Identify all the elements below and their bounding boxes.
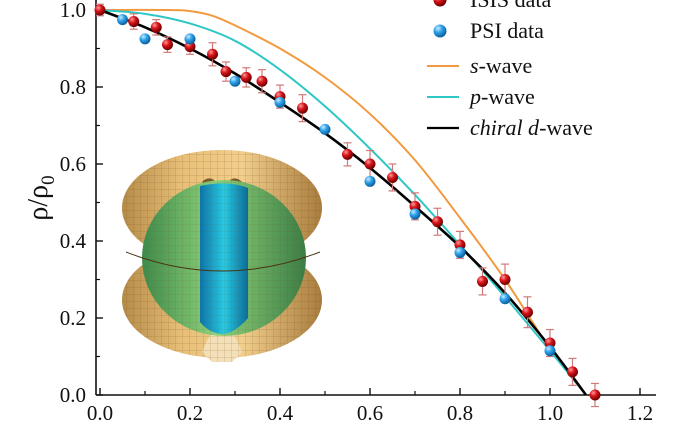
legend-marker-psi [433, 24, 447, 38]
y-tick-label: 0.8 [60, 75, 86, 99]
data-point-isis-data [184, 41, 196, 53]
markers [94, 4, 601, 401]
y-tick-label: 0.2 [60, 306, 86, 330]
legend: ISIS data PSI data s-wave p-wave chiral … [427, 0, 593, 140]
legend-label-isis: ISIS data [470, 0, 552, 12]
data-point-psi-data [364, 175, 376, 187]
data-point-isis-data [128, 16, 140, 28]
x-tick-label: 0.2 [177, 401, 203, 425]
data-point-isis-data [240, 71, 252, 83]
data-point-isis-data [409, 200, 421, 212]
legend-label-chiral-d-wave: chiral d-wave [470, 115, 593, 140]
x-tick-label: 0.8 [447, 401, 473, 425]
data-point-psi-data [499, 293, 511, 305]
series-line-p-wave [99, 9, 587, 396]
data-point-psi-data [117, 14, 128, 26]
data-point-isis-data [297, 102, 308, 114]
data-point-psi-data [409, 208, 421, 220]
data-point-isis-data [162, 39, 173, 51]
data-point-isis-data [454, 239, 466, 251]
data-point-psi-data [184, 33, 196, 45]
data-point-isis-data [544, 337, 556, 349]
data-point-isis-data [94, 4, 106, 16]
data-point-isis-data [567, 366, 578, 378]
y-axis-title-main: ρ/ρ [23, 185, 54, 221]
data-point-isis-data [477, 275, 488, 287]
data-point-psi-data [544, 345, 556, 357]
data-point-isis-data [342, 148, 353, 160]
data-point-isis-data [589, 389, 601, 401]
data-point-isis-data [364, 158, 376, 170]
gap-3d-surface-icon [122, 150, 322, 362]
data-point-isis-data [150, 21, 162, 33]
legend-label-s-wave: s-wave [470, 53, 532, 78]
legend-label-psi: PSI data [470, 18, 544, 43]
legend-label-p-wave-italic: p [468, 84, 481, 109]
legend-label-chiral-d-wave-italic: chiral d [470, 115, 540, 140]
y-axis-title-subscript: 0 [38, 175, 59, 185]
data-point-isis-data [256, 75, 268, 87]
ticks: 0.0 0.2 0.4 0.6 0.8 1.0 1.2 0.0 0.2 0.4 0.6 0.8 1.0 [60, 0, 653, 425]
x-tick-label: 0.0 [87, 401, 113, 425]
data-point-psi-data [454, 247, 466, 259]
y-tick-label: 0.4 [60, 229, 87, 253]
data-point-psi-data [229, 75, 241, 87]
svg-text:ρ/ρ0: ρ/ρ0 [23, 175, 59, 220]
y-tick-label: 0.6 [60, 152, 86, 176]
legend-label-chiral-d-wave-rest: -wave [539, 115, 593, 140]
data-point-isis-data [387, 171, 398, 183]
data-point-isis-data [522, 306, 533, 318]
data-point-isis-data [499, 274, 511, 285]
x-tick-label: 1.0 [537, 401, 563, 425]
legend-label-s-wave-italic: s [470, 53, 479, 78]
data-point-isis-data [207, 48, 218, 60]
y-tick-label: 1.0 [60, 0, 86, 22]
legend-label-s-wave-rest: -wave [479, 53, 533, 78]
legend-marker-isis [433, 0, 447, 7]
data-point-isis-data [220, 66, 232, 78]
data-point-psi-data [139, 33, 151, 45]
legend-label-p-wave-rest: -wave [481, 84, 535, 109]
legend-label-p-wave: p-wave [468, 84, 535, 109]
x-tick-label: 0.4 [267, 401, 294, 425]
data-point-psi-data [319, 123, 331, 135]
x-tick-label: 0.6 [357, 401, 383, 425]
data-point-psi-data [274, 96, 286, 108]
y-axis-title: ρ/ρ0 [23, 175, 59, 220]
y-tick-label: 0.0 [60, 383, 86, 407]
x-tick-label: 1.2 [627, 401, 653, 425]
data-point-isis-data [432, 216, 443, 228]
